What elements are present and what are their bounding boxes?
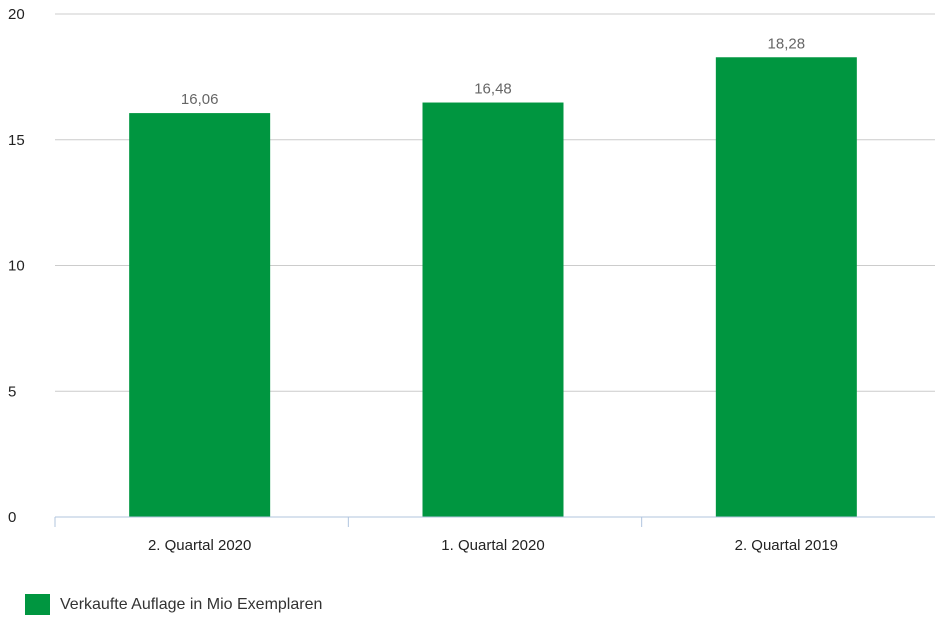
data-labels: 16,06 16,48 18,28 <box>181 35 805 108</box>
y-axis-ticks: 0 5 10 15 20 <box>8 6 25 526</box>
data-label: 16,06 <box>181 91 219 108</box>
x-tick-label: 2. Quartal 2020 <box>148 537 251 554</box>
y-tick-label: 5 <box>8 383 16 400</box>
legend: Verkaufte Auflage in Mio Exemplaren <box>25 594 322 615</box>
x-axis: 2. Quartal 2020 1. Quartal 2020 2. Quartal… <box>54 516 935 554</box>
y-tick-label: 10 <box>8 258 25 275</box>
y-tick-label: 15 <box>8 132 25 149</box>
x-tick-label: 2. Quartal 2019 <box>735 537 838 554</box>
legend-swatch <box>25 594 50 615</box>
bar <box>422 102 564 517</box>
data-label: 16,48 <box>474 81 512 98</box>
data-label: 18,28 <box>768 35 806 52</box>
bars <box>129 57 857 518</box>
bar <box>129 113 271 517</box>
legend-label: Verkaufte Auflage in Mio Exemplaren <box>60 595 323 613</box>
y-tick-label: 20 <box>8 6 25 23</box>
bar <box>715 57 857 518</box>
y-tick-label: 0 <box>8 509 16 526</box>
x-tick-label: 1. Quartal 2020 <box>441 537 544 554</box>
